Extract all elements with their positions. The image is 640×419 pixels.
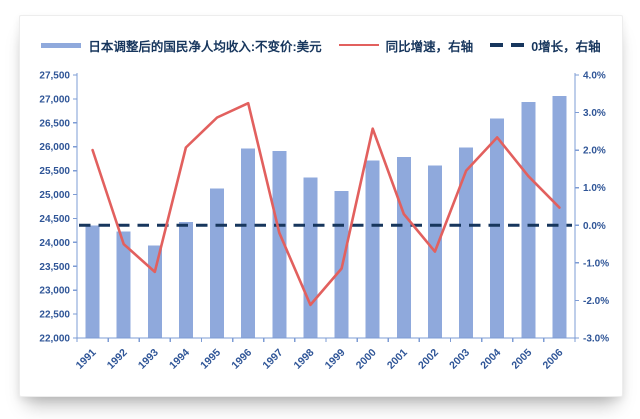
legend-bar-swatch-icon bbox=[41, 42, 82, 48]
right-axis-tick-label: 1.0% bbox=[583, 183, 606, 194]
left-axis-tick-label: 25,000 bbox=[39, 190, 70, 201]
bar-2001 bbox=[396, 156, 411, 338]
left-axis-tick-label: 26,500 bbox=[39, 118, 70, 129]
bar-1995 bbox=[210, 188, 225, 338]
legend-label-growth: 同比增速，右轴 bbox=[385, 39, 474, 54]
x-axis-labels-group: 1991 1992 1993 1994 1995 1996 1997 1998 1999 2000… bbox=[74, 347, 566, 372]
bar-1992 bbox=[116, 231, 131, 338]
yoy-growth-line bbox=[91, 101, 561, 307]
left-axis-tick-label: 23,500 bbox=[39, 262, 70, 273]
legend-dash-swatch-icon bbox=[490, 43, 525, 47]
income-growth-chart: 22,000 22,500 23,000 23,500 24,000 24,500 25,0… bbox=[39, 71, 609, 372]
bar-2006 bbox=[552, 95, 567, 338]
legend-line-swatch-icon bbox=[338, 43, 379, 47]
left-axis-tick-label: 22,000 bbox=[39, 334, 70, 345]
axes-group bbox=[76, 73, 576, 342]
right-axis-tick-label: 4.0% bbox=[583, 71, 606, 82]
x-axis-label-1993: 1993 bbox=[136, 347, 161, 372]
left-axis-tick-label: 23,000 bbox=[39, 286, 70, 297]
legend-item-zero-growth: 0增长，右轴 bbox=[490, 36, 601, 55]
x-axis-label-2004: 2004 bbox=[478, 347, 503, 372]
x-axis-label-2000: 2000 bbox=[354, 347, 379, 372]
bar-2003 bbox=[459, 147, 474, 338]
bars-group bbox=[85, 95, 567, 338]
right-axis-group: -3.0% -2.0% -1.0% 0.0% 1.0% 2.0% 3.0% 4.0% bbox=[575, 71, 609, 345]
left-axis-tick-label: 27,000 bbox=[39, 94, 70, 105]
right-axis-tick-label: 0.0% bbox=[583, 221, 606, 232]
x-axis-label-2005: 2005 bbox=[509, 347, 534, 372]
left-axis-tick-label: 25,500 bbox=[39, 166, 70, 177]
x-axis-label-1997: 1997 bbox=[260, 347, 285, 372]
x-axis-label-1996: 1996 bbox=[229, 347, 254, 372]
x-axis-label-2001: 2001 bbox=[385, 347, 410, 372]
bar-2000 bbox=[365, 160, 380, 338]
x-axis-label-2002: 2002 bbox=[416, 347, 441, 372]
x-axis-label-1991: 1991 bbox=[74, 347, 99, 372]
left-axis-tick-label: 22,500 bbox=[39, 310, 70, 321]
x-axis-label-1995: 1995 bbox=[198, 347, 223, 372]
bar-1997 bbox=[272, 151, 287, 338]
x-axis-label-1998: 1998 bbox=[292, 347, 317, 372]
right-axis-tick-label: -3.0% bbox=[583, 334, 609, 345]
left-axis-tick-label: 24,500 bbox=[39, 214, 70, 225]
x-axis-label-1992: 1992 bbox=[105, 347, 130, 372]
left-axis-tick-label: 24,000 bbox=[39, 238, 70, 249]
legend-label-income: 日本调整后的国民净人均收入:不变价:美元 bbox=[88, 39, 322, 54]
left-axis-group: 22,000 22,500 23,000 23,500 24,000 24,500 25,0… bbox=[39, 71, 77, 345]
x-axis-label-2003: 2003 bbox=[447, 347, 472, 372]
legend-item-growth: 同比增速，右轴 bbox=[338, 36, 474, 55]
bar-1993 bbox=[147, 245, 162, 338]
x-axis-label-2006: 2006 bbox=[541, 347, 566, 372]
right-axis-tick-label: -1.0% bbox=[583, 258, 609, 269]
bar-1998 bbox=[303, 177, 318, 338]
bar-1991 bbox=[85, 225, 100, 338]
legend-label-zero-growth: 0增长，右轴 bbox=[531, 39, 601, 54]
right-axis-tick-label: 3.0% bbox=[583, 108, 606, 119]
bar-1994 bbox=[178, 221, 193, 338]
chart-legend: 日本调整后的国民净人均收入:不变价:美元 同比增速，右轴 0增长，右轴 bbox=[20, 36, 622, 55]
x-axis-label-1999: 1999 bbox=[323, 347, 348, 372]
left-axis-tick-label: 26,000 bbox=[39, 142, 70, 153]
right-axis-tick-label: 2.0% bbox=[583, 146, 606, 157]
bar-1996 bbox=[241, 148, 256, 338]
x-axis-label-1994: 1994 bbox=[167, 347, 192, 372]
left-axis-tick-label: 27,500 bbox=[39, 71, 70, 82]
chart-card: 日本调整后的国民净人均收入:不变价:美元 同比增速，右轴 0增长，右轴 22,0… bbox=[19, 15, 623, 397]
bar-2004 bbox=[490, 118, 505, 338]
legend-item-income: 日本调整后的国民净人均收入:不变价:美元 bbox=[41, 36, 322, 55]
right-axis-tick-label: -2.0% bbox=[583, 296, 609, 307]
bar-2005 bbox=[521, 101, 536, 338]
